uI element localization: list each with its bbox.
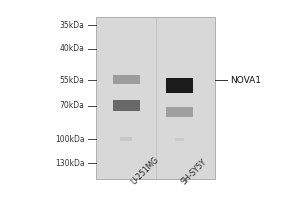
Bar: [166, 107, 193, 117]
Text: 130kDa: 130kDa: [55, 159, 85, 168]
Text: U-251MG: U-251MG: [129, 156, 161, 187]
Bar: [120, 137, 132, 141]
Bar: [97, 17, 215, 179]
Text: 100kDa: 100kDa: [55, 135, 85, 144]
Bar: [113, 100, 140, 111]
Text: 55kDa: 55kDa: [60, 76, 85, 85]
Text: 70kDa: 70kDa: [60, 101, 85, 110]
Bar: [175, 138, 184, 141]
Text: NOVA1: NOVA1: [230, 76, 261, 85]
Bar: [166, 78, 193, 93]
Text: SH-SY5Y: SH-SY5Y: [180, 158, 209, 187]
Text: 35kDa: 35kDa: [60, 21, 85, 30]
Bar: [113, 75, 140, 84]
Text: 40kDa: 40kDa: [60, 44, 85, 53]
